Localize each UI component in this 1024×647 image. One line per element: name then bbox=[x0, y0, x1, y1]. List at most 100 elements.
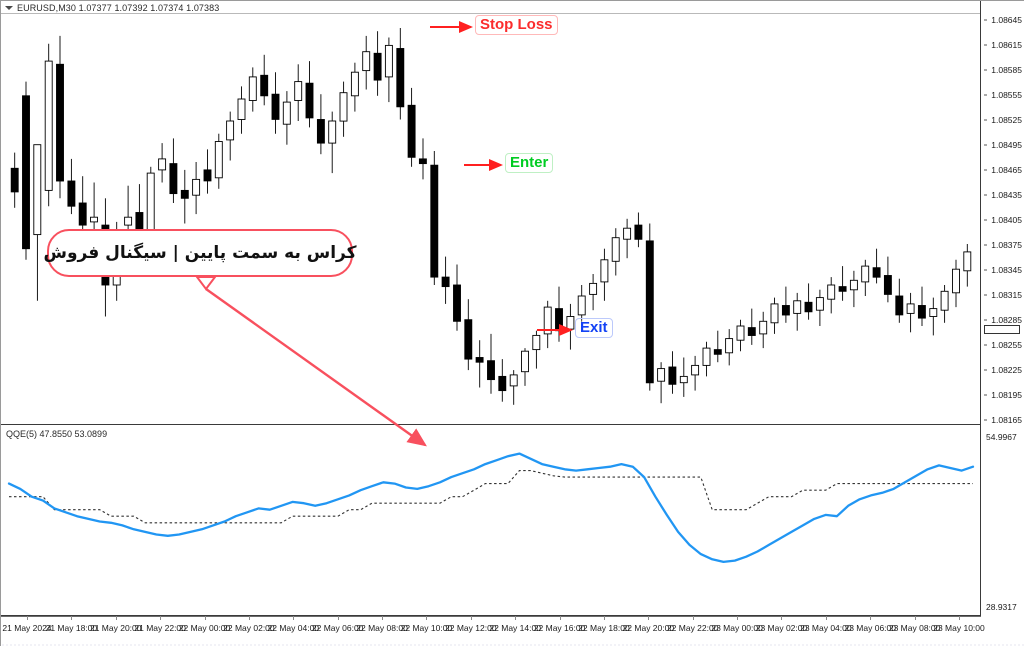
time-axis-label: 22 May 18:00 bbox=[578, 623, 630, 633]
time-axis-tick bbox=[337, 616, 339, 620]
callout-sell-signal: کراس به سمت پایین | سیگنال فروش bbox=[43, 229, 357, 277]
time-axis-tick bbox=[692, 616, 694, 620]
time-axis-label: 22 May 06:00 bbox=[311, 623, 364, 633]
time-axis-label: 22 May 22:00 bbox=[666, 623, 719, 633]
time-axis-label: 22 May 10:00 bbox=[400, 623, 453, 633]
price-axis-tick-label: 1.08285 bbox=[991, 315, 1022, 325]
qqe-header-label: QQE(5) 47.8550 53.0899 bbox=[6, 429, 108, 439]
time-axis-tick bbox=[470, 616, 472, 620]
price-axis-tick: 1.08255 bbox=[984, 340, 1022, 350]
annotation-exit: Exit bbox=[575, 318, 613, 338]
price-axis-tick: 1.08345 bbox=[984, 265, 1022, 275]
time-axis-tick bbox=[382, 616, 384, 620]
time-axis-label: 23 May 00:00 bbox=[711, 623, 763, 633]
time-axis-tick bbox=[27, 616, 28, 620]
price-axis-tick: 1.08615 bbox=[984, 40, 1022, 50]
price-axis-tick: 1.08645 bbox=[984, 15, 1022, 25]
time-axis-tick bbox=[559, 616, 561, 620]
price-axis-tick-label: 1.08225 bbox=[991, 365, 1022, 375]
time-axis-tick bbox=[603, 616, 605, 620]
time-axis-tick bbox=[515, 616, 517, 620]
price-axis-tick: 1.08375 bbox=[984, 240, 1022, 250]
time-axis-tick bbox=[870, 616, 872, 620]
price-axis-tick-label: 1.08645 bbox=[991, 15, 1022, 25]
price-y-axis[interactable]: 1.08645 1.08615 1.08585 1.08555 1.08525 1.084… bbox=[980, 1, 1024, 616]
price-axis-tick-label: 1.08315 bbox=[991, 290, 1022, 300]
time-axis-tick bbox=[248, 616, 250, 620]
candlestick-series bbox=[10, 28, 972, 405]
symbol-header-text: EURUSD,M30 1.07377 1.07392 1.07374 1.073… bbox=[17, 3, 220, 13]
time-axis-label: 23 May 06:00 bbox=[844, 623, 896, 633]
price-axis-tick-label: 1.08615 bbox=[991, 40, 1022, 50]
time-axis-label: 21 May 22:00 bbox=[134, 623, 186, 633]
price-axis-tick: 1.08495 bbox=[984, 140, 1022, 150]
time-axis-tick bbox=[160, 616, 162, 620]
price-axis-tick: 1.08465 bbox=[984, 165, 1022, 175]
price-axis-tick-label: 1.08525 bbox=[991, 115, 1022, 125]
price-axis-tick-label: 1.08375 bbox=[991, 240, 1022, 250]
price-axis-tick-label: 1.08255 bbox=[991, 340, 1022, 350]
price-axis-tick: 1.08525 bbox=[984, 115, 1022, 125]
price-axis-tick-label: 1.08495 bbox=[991, 140, 1022, 150]
price-axis-tick: 1.08165 bbox=[984, 415, 1022, 425]
time-axis-tick bbox=[648, 616, 650, 620]
indicator-axis-top-label: 54.9967 bbox=[986, 432, 1017, 442]
indicator-axis-bottom-label: 28.9317 bbox=[986, 602, 1017, 612]
time-axis-label: 23 May 02:00 bbox=[755, 623, 808, 633]
price-axis-tick-label: 1.08465 bbox=[991, 165, 1022, 175]
time-axis-label: 22 May 02:00 bbox=[223, 623, 275, 633]
time-axis-label: 23 May 08:00 bbox=[888, 623, 941, 633]
header-divider bbox=[1, 13, 981, 14]
price-axis-tick: 1.08435 bbox=[984, 190, 1022, 200]
price-axis-tick: 1.08405 bbox=[984, 215, 1022, 225]
price-axis-tick-label: 1.08435 bbox=[991, 190, 1022, 200]
price-chart-pane[interactable] bbox=[1, 1, 981, 425]
callout-text: کراس به سمت پایین | سیگنال فروش bbox=[43, 243, 357, 263]
time-axis-label: 22 May 04:00 bbox=[267, 623, 320, 633]
price-axis-tick: 1.08195 bbox=[984, 390, 1022, 400]
price-axis-tick-label: 1.08585 bbox=[991, 65, 1022, 75]
symbol-header[interactable]: EURUSD,M30 1.07377 1.07392 1.07374 1.073… bbox=[5, 3, 219, 13]
current-price-marker bbox=[984, 325, 1020, 334]
annotation-stop-loss: Stop Loss bbox=[475, 15, 558, 35]
time-axis-label: 22 May 00:00 bbox=[178, 623, 231, 633]
time-axis-tick bbox=[825, 616, 827, 620]
time-axis-tick bbox=[115, 616, 117, 620]
qqe-indicator-pane[interactable] bbox=[1, 426, 981, 616]
time-axis-tick bbox=[959, 616, 960, 620]
price-axis-tick: 1.08585 bbox=[984, 65, 1022, 75]
price-axis-tick-label: 1.08195 bbox=[991, 390, 1022, 400]
price-axis-tick-label: 1.08345 bbox=[991, 265, 1022, 275]
time-axis-dotgrid bbox=[1, 643, 1024, 647]
time-axis[interactable]: 21 May 2024 21 May 18:00 21 May 20:00 21 Ma… bbox=[1, 616, 1024, 647]
time-axis-label: 23 May 04:00 bbox=[800, 623, 852, 633]
time-axis-label: 21 May 18:00 bbox=[45, 623, 98, 633]
price-axis-tick: 1.08225 bbox=[984, 365, 1022, 375]
price-axis-tick-label: 1.08555 bbox=[991, 90, 1022, 100]
time-axis-line bbox=[1, 616, 981, 617]
time-axis-label: 23 May 10:00 bbox=[933, 623, 985, 633]
time-axis-tick bbox=[737, 616, 739, 620]
time-axis-label: 22 May 16:00 bbox=[533, 623, 586, 633]
chevron-down-icon[interactable] bbox=[5, 6, 13, 10]
time-axis-label: 21 May 20:00 bbox=[89, 623, 142, 633]
qqe-series bbox=[7, 452, 975, 564]
time-axis-label: 22 May 20:00 bbox=[622, 623, 675, 633]
time-axis-label: 21 May 2024 bbox=[2, 623, 52, 633]
time-axis-tick bbox=[426, 616, 428, 620]
time-axis-tick bbox=[293, 616, 295, 620]
price-axis-tick: 1.08315 bbox=[984, 290, 1022, 300]
time-axis-tick bbox=[71, 616, 73, 620]
time-axis-tick bbox=[914, 616, 916, 620]
time-axis-tick bbox=[204, 616, 206, 620]
time-axis-label: 22 May 12:00 bbox=[445, 623, 497, 633]
price-axis-tick-label: 1.08405 bbox=[991, 215, 1022, 225]
time-axis-label: 22 May 14:00 bbox=[489, 623, 541, 633]
price-axis-tick: 1.08285 bbox=[984, 315, 1022, 325]
time-axis-label: 22 May 08:00 bbox=[356, 623, 408, 633]
annotation-enter: Enter bbox=[505, 153, 554, 173]
time-axis-tick bbox=[781, 616, 783, 620]
price-axis-tick-label: 1.08165 bbox=[991, 415, 1022, 425]
price-axis-tick: 1.08555 bbox=[984, 90, 1022, 100]
